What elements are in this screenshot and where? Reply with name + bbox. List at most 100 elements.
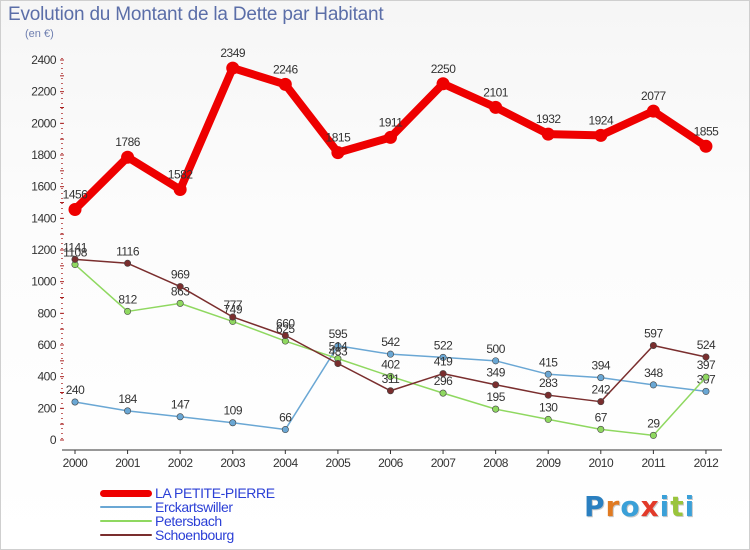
data-label-petersbach: 514 [329, 340, 348, 354]
data-label-la-petite-pierre: 1786 [115, 135, 141, 149]
data-point-erckartswiller [386, 350, 394, 358]
data-label-la-petite-pierre: 1855 [694, 124, 720, 138]
data-point-la-petite-pierre [68, 202, 82, 216]
data-point-petersbach [439, 389, 447, 397]
data-label-la-petite-pierre: 1932 [536, 112, 562, 126]
data-point-la-petite-pierre [646, 104, 660, 118]
data-label-erckartswiller: 415 [539, 355, 558, 369]
data-point-petersbach [702, 373, 710, 381]
data-point-petersbach [597, 425, 605, 433]
data-point-schoenbourg [124, 259, 132, 267]
data-point-schoenbourg [71, 255, 79, 263]
data-label-petersbach: 29 [647, 416, 660, 430]
data-label-petersbach: 625 [276, 322, 295, 336]
data-point-erckartswiller [176, 413, 184, 421]
data-label-erckartswiller: 109 [223, 404, 242, 418]
data-label-petersbach: 195 [486, 390, 505, 404]
data-label-erckartswiller: 394 [592, 359, 611, 373]
series-line-petersbach [74, 263, 707, 437]
x-tick-label: 2010 [588, 456, 614, 470]
x-tick-label: 2004 [273, 456, 299, 470]
y-tick-label: 1800 [31, 148, 57, 162]
data-label-la-petite-pierre: 2250 [431, 62, 457, 76]
data-point-petersbach [544, 415, 552, 423]
data-label-petersbach: 402 [381, 357, 400, 371]
data-label-petersbach: 130 [539, 400, 558, 414]
data-label-schoenbourg: 969 [171, 268, 190, 282]
data-label-petersbach: 67 [595, 410, 608, 424]
data-point-schoenbourg [439, 370, 447, 378]
data-point-la-petite-pierre [594, 128, 608, 142]
legend-swatch-petersbach [100, 520, 152, 522]
data-point-la-petite-pierre [699, 139, 713, 153]
data-label-schoenbourg: 283 [539, 376, 558, 390]
y-tick-label: 200 [37, 401, 56, 415]
legend-item-erckartswiller: Erckartswiller [100, 500, 275, 514]
data-point-schoenbourg [492, 381, 500, 389]
data-label-erckartswiller: 147 [171, 398, 190, 412]
data-label-schoenbourg: 1116 [116, 244, 140, 258]
x-tick-label: 2002 [168, 456, 194, 470]
data-label-erckartswiller: 595 [329, 327, 348, 341]
data-point-erckartswiller [492, 357, 500, 365]
data-point-petersbach [386, 372, 394, 380]
data-point-la-petite-pierre [383, 130, 397, 144]
legend-item-schoenbourg: Schoenbourg [100, 528, 275, 542]
x-tick-label: 2008 [483, 456, 509, 470]
data-point-schoenbourg [334, 360, 342, 368]
data-point-schoenbourg [649, 341, 657, 349]
y-tick-label: 600 [37, 338, 56, 352]
data-point-la-petite-pierre [121, 150, 135, 164]
proxiti-logo: Proxiti [584, 490, 696, 523]
data-point-erckartswiller [334, 342, 342, 350]
chart-title: Evolution du Montant de la Dette par Hab… [8, 4, 384, 25]
x-tick-label: 2003 [220, 456, 246, 470]
data-point-erckartswiller [229, 419, 237, 427]
data-point-petersbach [649, 431, 657, 439]
data-point-erckartswiller [544, 370, 552, 378]
data-label-erckartswiller: 240 [66, 383, 85, 397]
data-point-petersbach [176, 299, 184, 307]
legend-label-petersbach: Petersbach [155, 513, 222, 529]
data-label-schoenbourg: 660 [276, 317, 295, 331]
data-point-schoenbourg [176, 283, 184, 291]
data-label-schoenbourg: 242 [592, 383, 611, 397]
data-label-schoenbourg: 597 [644, 326, 663, 340]
data-point-la-petite-pierre [489, 100, 503, 114]
y-tick-label: 1400 [31, 211, 57, 225]
data-label-petersbach: 863 [171, 284, 190, 298]
data-label-petersbach: 749 [223, 302, 242, 316]
x-tick-label: 2000 [63, 456, 89, 470]
legend-swatch-schoenbourg [100, 534, 152, 536]
legend-label-la-petite-pierre: LA PETITE-PIERRE [155, 485, 275, 501]
y-tick-label: 2200 [31, 85, 57, 99]
legend-swatch-la-petite-pierre [100, 489, 152, 497]
x-tick-label: 2006 [378, 456, 404, 470]
data-label-erckartswiller: 500 [486, 342, 505, 356]
data-point-schoenbourg [229, 313, 237, 321]
data-label-erckartswiller: 66 [279, 411, 292, 425]
x-tick-label: 2005 [326, 456, 352, 470]
data-label-schoenbourg: 1141 [63, 240, 88, 254]
legend-swatch-erckartswiller [100, 506, 152, 508]
data-point-erckartswiller [281, 426, 289, 434]
y-tick-label: 2400 [31, 53, 57, 67]
data-label-erckartswiller: 542 [381, 335, 400, 349]
x-tick-label: 2001 [115, 456, 141, 470]
y-tick-label: 800 [37, 306, 56, 320]
data-label-la-petite-pierre: 2077 [641, 89, 667, 103]
data-point-erckartswiller [439, 353, 447, 361]
data-label-la-petite-pierre: 2246 [273, 62, 299, 76]
data-label-la-petite-pierre: 2101 [483, 85, 509, 99]
data-point-la-petite-pierre [331, 146, 345, 160]
y-tick-label: 2000 [31, 116, 57, 130]
data-label-petersbach: 812 [118, 292, 137, 306]
data-point-la-petite-pierre [436, 77, 450, 91]
legend-item-petersbach: Petersbach [100, 514, 275, 528]
data-label-erckartswiller: 522 [434, 338, 453, 352]
data-label-petersbach: 397 [697, 358, 716, 372]
data-point-schoenbourg [544, 391, 552, 399]
legend-label-schoenbourg: Schoenbourg [155, 527, 234, 543]
